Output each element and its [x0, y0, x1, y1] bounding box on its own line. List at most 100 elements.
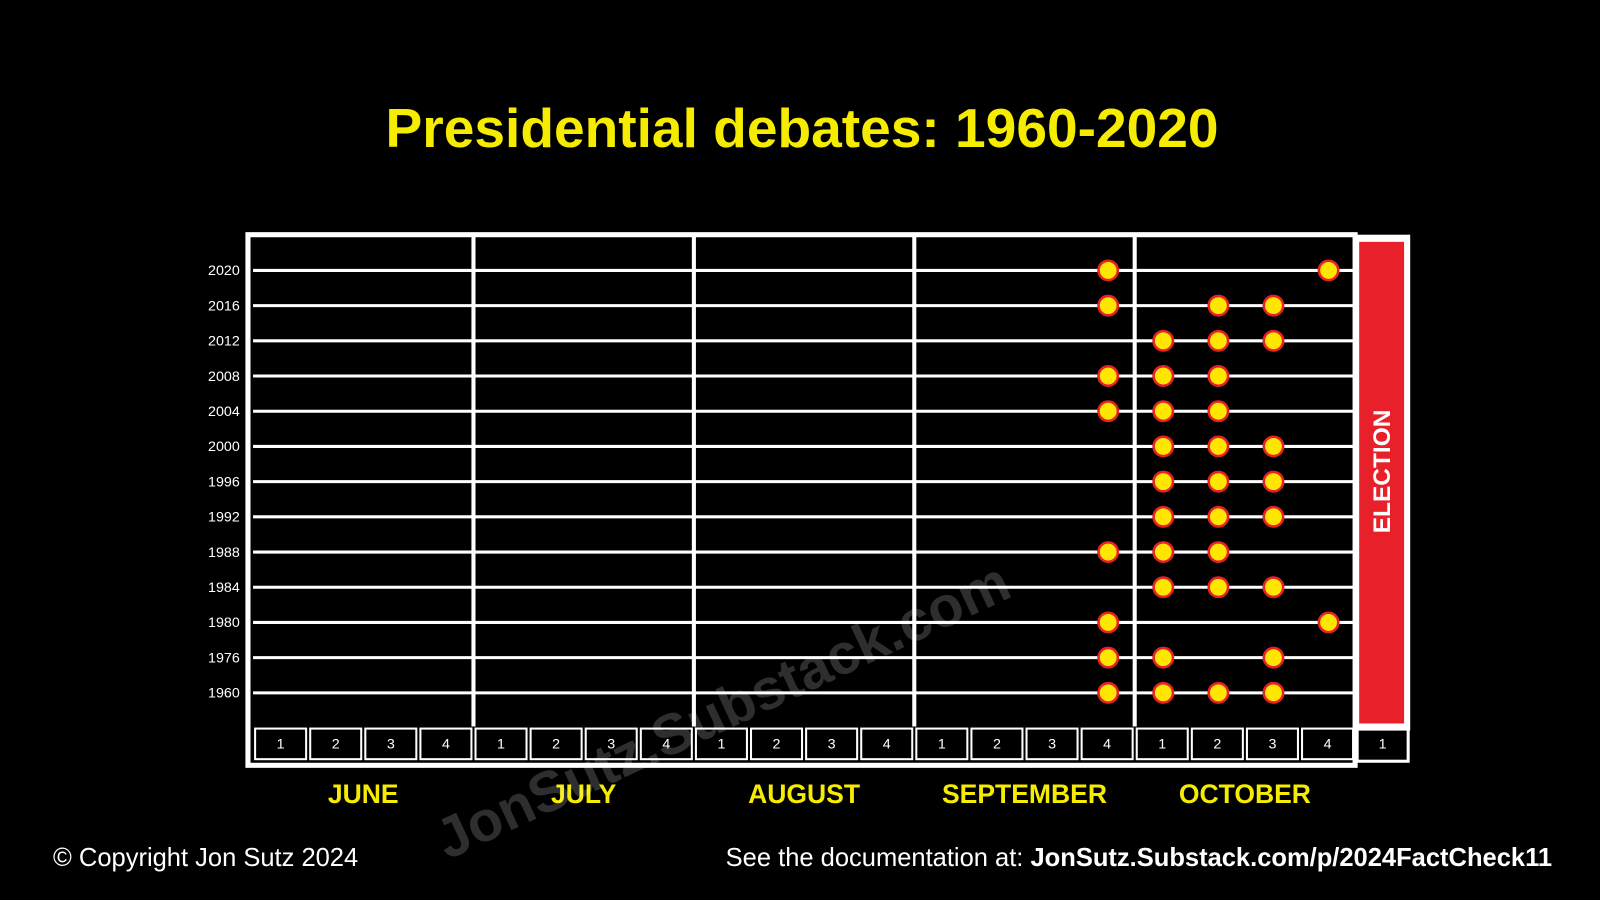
year-label: 1960	[208, 686, 240, 702]
election-label: ELECTION	[1369, 410, 1396, 534]
debate-dot	[1152, 646, 1175, 669]
week-box	[1025, 727, 1079, 761]
week-label: 4	[1103, 737, 1111, 753]
week-label: 2	[332, 737, 340, 753]
election-week-label: 1	[1379, 737, 1387, 753]
debate-dot	[1207, 400, 1230, 423]
week-label: 1	[277, 737, 285, 753]
week-label: 1	[717, 737, 725, 753]
copyright: © Copyright Jon Sutz 2024	[53, 844, 358, 872]
week-label: 4	[662, 737, 670, 753]
debate-dot	[1262, 329, 1285, 352]
week-label: 2	[993, 737, 1001, 753]
debate-dot	[1262, 646, 1285, 669]
week-box	[1080, 727, 1134, 761]
week-label: 3	[607, 737, 615, 753]
debate-dot	[1152, 505, 1175, 528]
week-box	[805, 727, 859, 761]
year-label: 1996	[208, 474, 240, 490]
debate-dot	[1317, 611, 1340, 634]
debate-dot	[1262, 576, 1285, 599]
week-box	[1301, 727, 1355, 761]
year-label: 1992	[208, 510, 240, 526]
year-label: 2000	[208, 439, 240, 455]
debate-dot	[1262, 681, 1285, 704]
year-label: 2004	[208, 404, 240, 420]
week-label: 2	[1213, 737, 1221, 753]
debate-dot	[1317, 259, 1340, 282]
month-label: JULY	[551, 779, 617, 809]
week-box	[860, 727, 914, 761]
debate-dot	[1152, 400, 1175, 423]
debate-dot	[1207, 470, 1230, 493]
week-label: 1	[938, 737, 946, 753]
month-label: JUNE	[328, 779, 399, 809]
debate-dot	[1097, 611, 1120, 634]
debate-dot	[1207, 541, 1230, 564]
debate-dot	[1152, 681, 1175, 704]
debate-dot	[1262, 470, 1285, 493]
year-label: 2016	[208, 298, 240, 314]
week-box	[1190, 727, 1244, 761]
week-box	[970, 727, 1024, 761]
election-bar	[1359, 241, 1405, 724]
week-label: 2	[773, 737, 781, 753]
documentation-prefix: See the documentation at:	[726, 844, 1024, 872]
debate-dot	[1207, 435, 1230, 458]
week-box	[364, 727, 418, 761]
week-box	[419, 727, 473, 761]
debate-dot	[1207, 681, 1230, 704]
year-label: 1980	[208, 615, 240, 631]
debate-dot	[1262, 505, 1285, 528]
documentation: See the documentation at: JonSutz.Substa…	[726, 844, 1552, 872]
year-label: 1984	[208, 580, 240, 596]
debate-dot	[1152, 365, 1175, 387]
debate-dot	[1152, 576, 1175, 599]
week-box	[529, 727, 583, 761]
week-label: 4	[442, 737, 450, 753]
debate-dot	[1262, 435, 1285, 458]
debate-dot	[1207, 294, 1230, 317]
year-label: 2008	[208, 369, 240, 385]
grid-frame	[245, 232, 1358, 768]
week-box	[474, 727, 528, 761]
year-label: 2012	[208, 334, 240, 350]
week-label: 4	[883, 737, 891, 753]
week-label: 1	[1158, 737, 1166, 753]
week-box	[309, 727, 363, 761]
debate-dot	[1152, 541, 1175, 564]
week-box	[1245, 727, 1299, 761]
week-box	[915, 727, 969, 761]
debate-dot	[1097, 400, 1120, 423]
week-label: 3	[1268, 737, 1276, 753]
debate-dot	[1097, 681, 1120, 704]
week-box	[584, 727, 638, 761]
debate-dot	[1207, 329, 1230, 352]
documentation-url: JonSutz.Substack.com/p/2024FactCheck11	[1030, 844, 1552, 872]
debate-dot	[1097, 259, 1120, 282]
week-label: 2	[552, 737, 560, 753]
debate-dot	[1207, 576, 1230, 599]
debate-dot	[1152, 470, 1175, 493]
year-label: 1976	[208, 650, 240, 666]
chart-title: Presidential debates: 1960-2020	[386, 97, 1219, 159]
week-label: 3	[828, 737, 836, 753]
debate-dot	[1097, 294, 1120, 317]
debate-dot	[1097, 541, 1120, 564]
debate-dot	[1152, 435, 1175, 458]
debate-dot	[1152, 329, 1175, 352]
debate-dot	[1207, 505, 1230, 528]
debate-dot	[1097, 646, 1120, 669]
year-label: 1988	[208, 545, 240, 561]
week-label: 1	[497, 737, 505, 753]
month-label: OCTOBER	[1179, 779, 1311, 809]
week-label: 3	[1048, 737, 1056, 753]
debate-dot	[1207, 365, 1230, 387]
month-label: AUGUST	[748, 779, 860, 809]
week-label: 3	[387, 737, 395, 753]
week-box	[1135, 727, 1189, 761]
week-box	[639, 727, 693, 761]
year-label: 2020	[208, 263, 240, 279]
week-box	[750, 727, 804, 761]
